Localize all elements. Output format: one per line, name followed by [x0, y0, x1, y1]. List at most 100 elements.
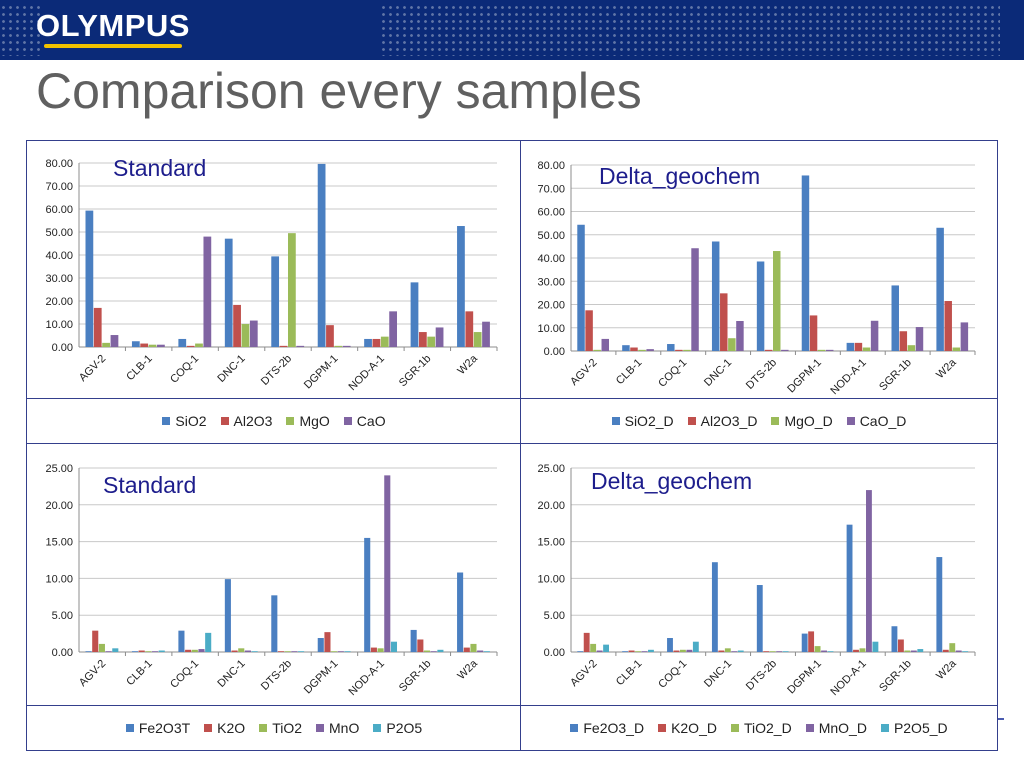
bar [814, 646, 821, 652]
y-tick-label: 50.00 [45, 227, 73, 239]
bar [942, 649, 949, 652]
y-tick-label: 10.00 [537, 323, 565, 335]
legend-label: Al2O3 [233, 413, 273, 429]
bar [423, 650, 431, 652]
y-tick-label: 25.00 [45, 463, 73, 475]
bar [601, 338, 610, 351]
logo-accent-bar [44, 44, 182, 48]
bar [899, 331, 908, 351]
bar [809, 315, 818, 351]
bar [962, 651, 969, 652]
legend-item: Fe2O3_D [570, 720, 644, 736]
bar [437, 649, 444, 652]
bar [724, 648, 731, 652]
bar [622, 345, 630, 351]
legend-item: TiO2 [259, 720, 302, 736]
bar [872, 641, 879, 652]
legend-label: SiO2 [175, 413, 207, 429]
bar [298, 651, 305, 652]
x-tick-label: COQ-1 [656, 658, 689, 691]
x-tick-label: SGR-1b [877, 357, 914, 394]
legend-label: K2O [217, 720, 246, 736]
slide-edge-mark [998, 718, 1004, 720]
bar [577, 651, 584, 652]
bar [801, 633, 808, 652]
page-title: Comparison every samples [36, 63, 642, 119]
bar [241, 324, 250, 347]
x-tick-label: SGR-1b [397, 658, 434, 695]
legend-swatch [771, 417, 780, 425]
bar [296, 345, 305, 347]
x-tick-label: DTS-2b [744, 658, 779, 693]
bar [776, 651, 783, 652]
legend-swatch [220, 417, 229, 425]
bar [370, 647, 377, 652]
legend-label: Fe2O3T [138, 720, 191, 736]
bar [891, 626, 898, 652]
panel-label-standard: Standard [103, 472, 197, 498]
bar [585, 310, 593, 351]
x-tick-label: COQ-1 [168, 353, 201, 386]
legend-label: MnO_D [818, 720, 867, 736]
legend-item: MgO [286, 413, 330, 429]
x-tick-label: DNC-1 [702, 357, 734, 389]
bar [910, 650, 917, 652]
bar [827, 651, 834, 652]
bar [410, 282, 419, 347]
bar [110, 335, 119, 347]
legend-swatch [880, 724, 889, 732]
chart-panel-minor-delta: 0.00 5.00 10.00 15.00 20.00 25.00 AGV-2 CLB-1 CO… [520, 443, 998, 751]
bar [853, 649, 859, 652]
bar [635, 651, 641, 652]
bar [603, 644, 610, 652]
x-tick-label: DGPM-1 [302, 353, 341, 392]
legend-item: Al2O3_D [687, 413, 757, 429]
bar [720, 293, 728, 351]
y-tick-label: 15.00 [537, 537, 565, 549]
bar [628, 650, 635, 652]
x-tick-label: NOD-A-1 [347, 658, 387, 698]
x-tick-label: DNC-1 [215, 353, 247, 385]
y-tick-label: 20.00 [45, 296, 73, 308]
x-tick-label: CLB-1 [124, 353, 155, 384]
legend-swatch [658, 724, 667, 732]
bar [960, 322, 969, 351]
bar [473, 332, 482, 347]
legend-item: CaO_D [846, 413, 906, 429]
bar [418, 332, 427, 347]
x-tick-label: NOD-A-1 [347, 353, 387, 393]
bar [238, 648, 245, 652]
x-tick-label: DTS-2b [259, 658, 294, 693]
legend-item: P2O5 [373, 720, 422, 736]
bar [846, 524, 853, 652]
bar [773, 251, 781, 351]
bar [112, 648, 119, 652]
bar [344, 651, 351, 652]
bar [85, 651, 92, 652]
chart-legend: Fe2O3_D K2O_D TiO2_D MnO_D P2O5_D [521, 705, 997, 750]
legend-swatch [687, 417, 696, 425]
panel-label-standard: Standard [113, 155, 207, 181]
bar [326, 325, 334, 347]
bar [377, 648, 384, 652]
legend-item: MgO_D [771, 413, 833, 429]
bar [251, 651, 258, 652]
bar-chart-major-delta: 0.00 10.00 20.00 30.00 40.00 50.00 60.00 70.00 8… [537, 160, 976, 397]
bar [728, 338, 736, 351]
bar [364, 338, 372, 347]
bar [85, 210, 94, 347]
bar [679, 649, 686, 652]
bar [337, 651, 344, 652]
bar [249, 320, 258, 347]
bar [955, 650, 962, 652]
bar [866, 490, 872, 652]
bar [203, 236, 212, 347]
bar [646, 349, 654, 351]
y-tick-label: 10.00 [45, 319, 73, 331]
bar [291, 651, 298, 652]
x-tick-label: DTS-2b [744, 357, 779, 392]
bar [904, 650, 911, 652]
bar [801, 175, 810, 351]
y-tick-label: 5.00 [52, 610, 73, 622]
bar [457, 226, 465, 347]
